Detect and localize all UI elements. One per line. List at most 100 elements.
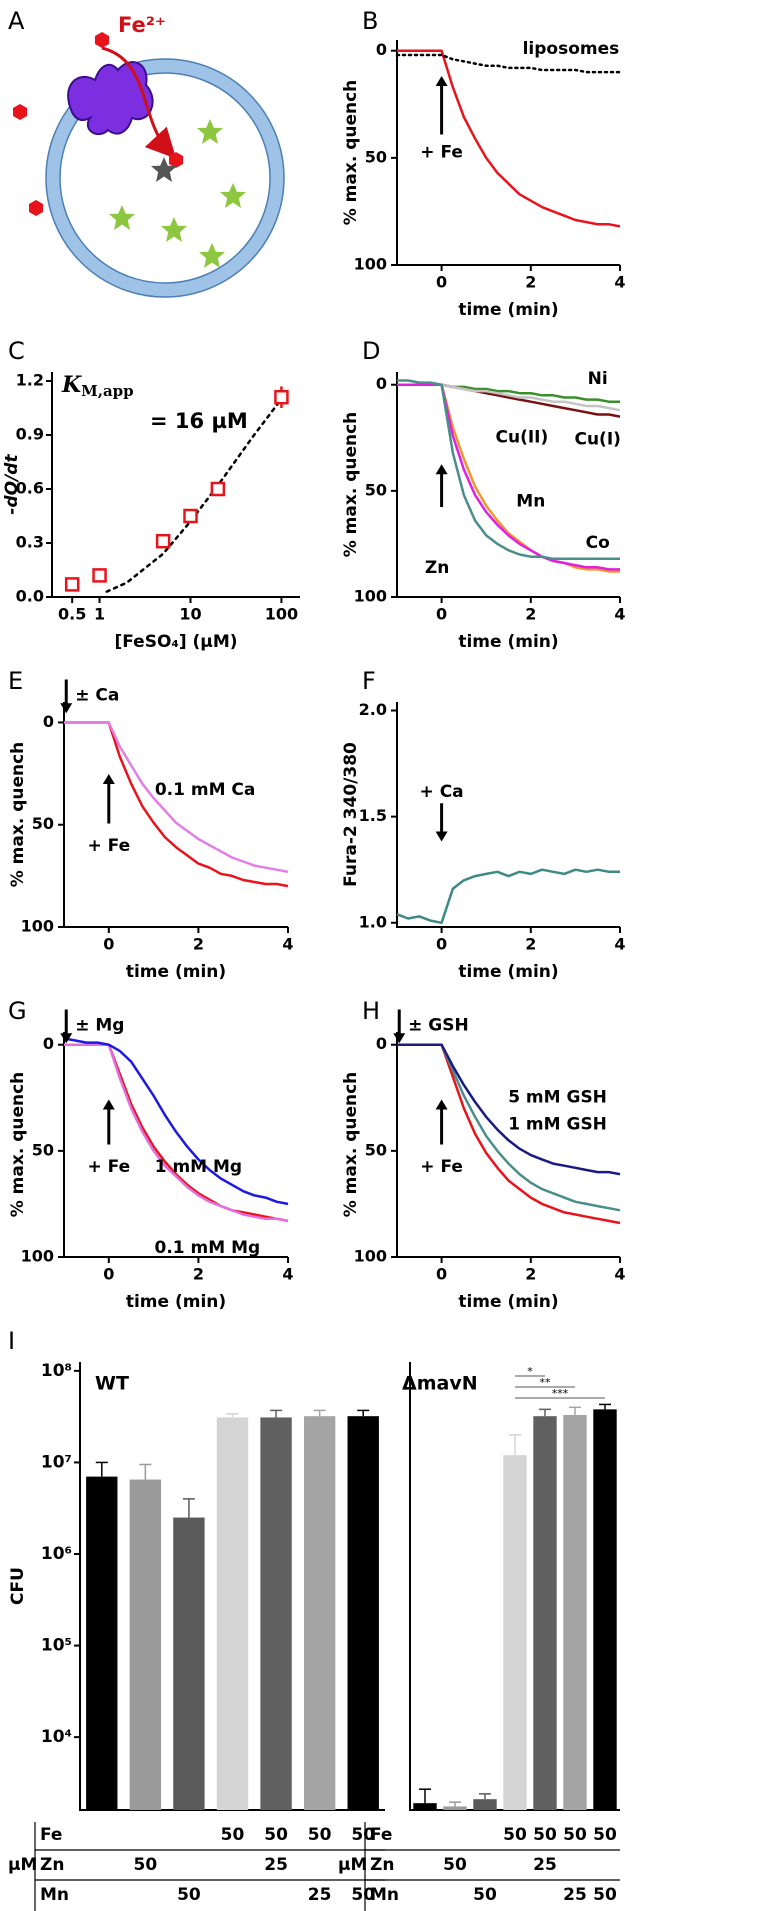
bar xyxy=(413,1803,437,1810)
significance-label: *** xyxy=(552,1387,569,1400)
panel-letter: D xyxy=(362,337,380,365)
y-tick-label: 100 xyxy=(21,1247,54,1266)
y-tick-label: 2.0 xyxy=(359,700,387,719)
bar xyxy=(173,1517,205,1810)
y-tick-label: 0 xyxy=(43,712,54,731)
table-cell: 50 xyxy=(351,1885,375,1905)
y-tick-label: 0 xyxy=(43,1034,54,1053)
x-tick-label: 2 xyxy=(525,605,536,624)
arrow-head xyxy=(102,774,115,784)
point xyxy=(183,508,198,524)
bar xyxy=(129,1479,162,1810)
table-cell: 50 xyxy=(221,1825,245,1845)
series-line xyxy=(64,721,289,874)
transporter xyxy=(67,61,154,136)
table-row-label: Zn xyxy=(370,1855,394,1875)
annotation: + Fe xyxy=(87,836,130,856)
y-tick-label: 1.0 xyxy=(359,912,387,931)
x-tick-label: 2 xyxy=(525,1265,536,1284)
x-tick-label: 4 xyxy=(614,935,625,954)
arrow-head xyxy=(435,76,448,86)
point xyxy=(64,577,80,592)
series-line xyxy=(397,49,621,228)
y-tick-label: 0 xyxy=(376,1034,387,1053)
y-tick-label: 100 xyxy=(354,1247,387,1266)
table-cell: 50 xyxy=(563,1825,587,1845)
table-cell: 50 xyxy=(473,1885,497,1905)
bar xyxy=(303,1416,336,1810)
series-label: Zn xyxy=(425,558,449,578)
x-tick-label: 4 xyxy=(614,1265,625,1284)
y-tick-label: 100 xyxy=(354,255,387,274)
arrow-head xyxy=(435,1099,448,1110)
series-label: 0.1 mM Ca xyxy=(155,780,256,800)
annotation: ± Ca xyxy=(75,685,119,705)
bar xyxy=(260,1417,292,1810)
bar xyxy=(593,1409,617,1810)
y-tick-label: 100 xyxy=(354,587,387,606)
panel-letter: F xyxy=(362,667,376,695)
km-subscript: M,app xyxy=(81,382,134,400)
iron-ion xyxy=(13,104,27,120)
table-row-label: Mn xyxy=(40,1885,69,1905)
annotation: + Fe xyxy=(87,1157,130,1177)
series-label: Ni xyxy=(588,369,608,389)
table-cell: 50 xyxy=(351,1825,375,1845)
y-axis-title: Fura-2 340/380 xyxy=(341,742,361,887)
x-tick-label: 1 xyxy=(94,605,105,624)
y-axis-title: % max. quench xyxy=(341,80,361,226)
arrow-head xyxy=(393,1033,406,1044)
x-tick-label: 0 xyxy=(103,1265,114,1284)
y-tick-label: 50 xyxy=(32,814,54,833)
y-tick-label: 50 xyxy=(365,1140,387,1159)
panel-letter: B xyxy=(362,7,378,35)
series-label: Co xyxy=(586,533,610,553)
x-tick-label: 0 xyxy=(103,935,114,954)
y-tick-label: 10⁸ xyxy=(41,1361,72,1381)
x-tick-label: 2 xyxy=(525,273,536,292)
table-cell: 50 xyxy=(134,1855,158,1875)
y-axis-title: % max. quench xyxy=(8,1072,28,1218)
arrow-head xyxy=(60,1033,73,1044)
arrow-head xyxy=(435,464,448,475)
arrow-head xyxy=(102,1099,115,1110)
significance-label: ** xyxy=(540,1376,552,1389)
table-row-label: Fe xyxy=(370,1825,392,1845)
table-row-label: Fe xyxy=(40,1825,62,1845)
table-cell: 25 xyxy=(264,1855,288,1875)
y-tick-label: 50 xyxy=(365,147,387,166)
series-line xyxy=(395,53,622,74)
x-axis-title: time (min) xyxy=(126,962,226,982)
arrow-head xyxy=(60,703,73,714)
panel-letter: G xyxy=(8,997,27,1025)
series-label: Mn xyxy=(516,491,545,511)
table-cell: 50 xyxy=(177,1885,201,1905)
x-tick-label: 2 xyxy=(525,935,536,954)
series-line xyxy=(64,721,289,888)
liposome-outline xyxy=(45,58,285,298)
table-cell: 25 xyxy=(563,1885,587,1905)
x-tick-label: 0 xyxy=(436,1265,447,1284)
km-value: = 16 µM xyxy=(150,409,248,433)
x-axis-title: [FeSO₄] (µM) xyxy=(114,632,237,652)
x-axis-title: time (min) xyxy=(458,962,558,982)
y-tick-label: 50 xyxy=(365,480,387,499)
x-tick-label: 10 xyxy=(179,605,201,624)
table-cell: 50 xyxy=(443,1855,467,1875)
y-tick-label: 1.5 xyxy=(359,806,387,825)
liposome-inline xyxy=(59,72,271,284)
y-tick-label: 10⁶ xyxy=(41,1544,72,1564)
y-tick-label: 1.2 xyxy=(16,371,44,390)
table-cell: 25 xyxy=(533,1855,557,1875)
y-axis-title: -dQ/dt xyxy=(2,454,22,515)
ion-label: Fe²⁺ xyxy=(118,13,166,37)
fit-curve xyxy=(105,397,283,593)
series-label: Cu(I) xyxy=(574,430,620,450)
annotation: + Ca xyxy=(420,782,464,802)
x-axis-title: time (min) xyxy=(458,300,558,320)
series-label: Cu(II) xyxy=(495,427,548,447)
panel-a-diagram: Fe²⁺ xyxy=(13,13,285,298)
x-tick-label: 2 xyxy=(193,935,204,954)
y-tick-label: 0.6 xyxy=(16,479,44,498)
